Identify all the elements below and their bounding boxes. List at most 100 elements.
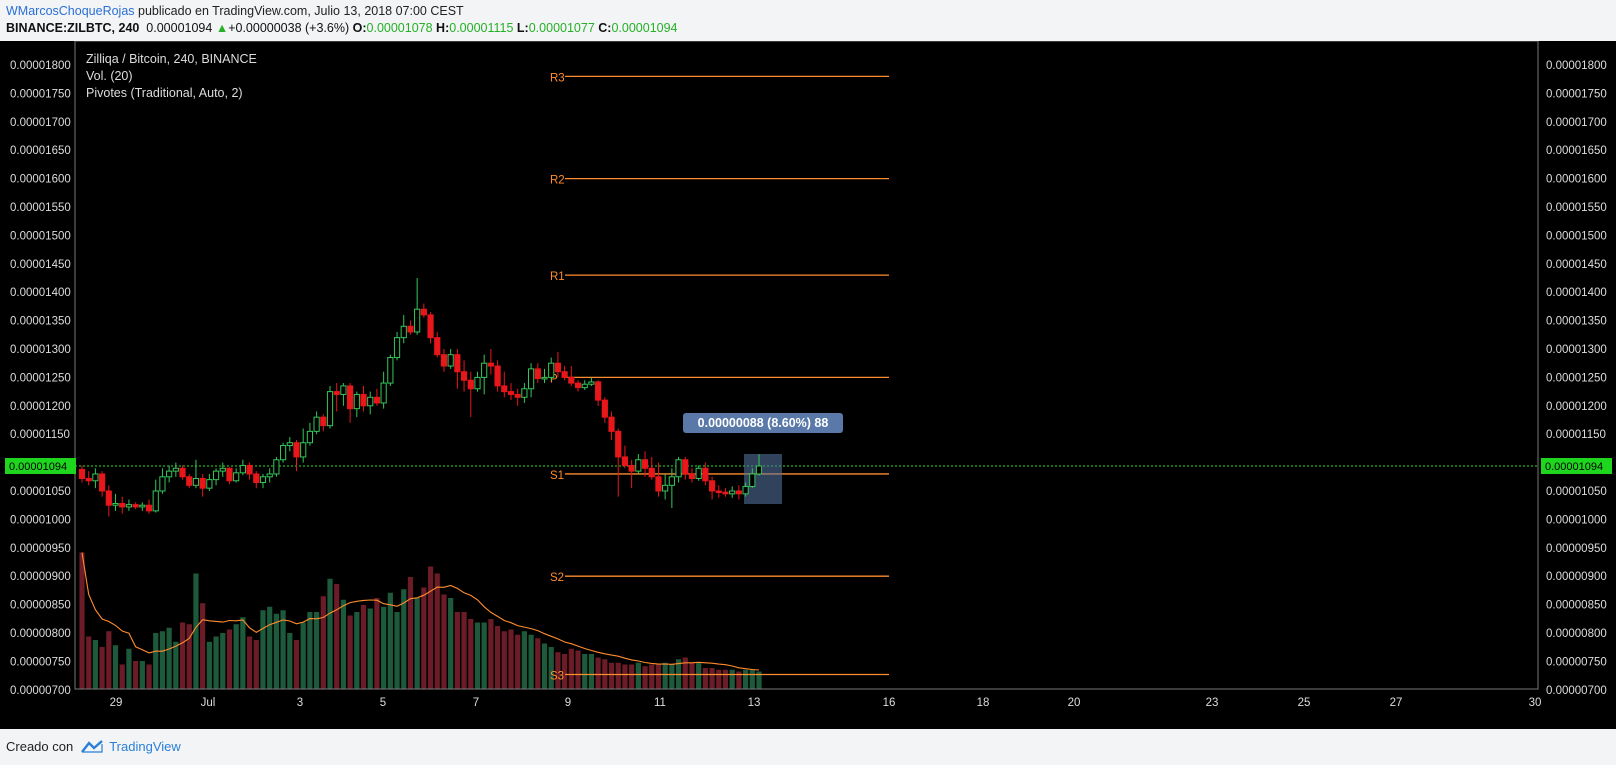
volume-bar — [582, 654, 588, 689]
tradingview-logo-icon — [81, 740, 104, 753]
candle-body — [749, 473, 756, 487]
volume-bar — [340, 599, 347, 689]
pivot-label-s2: S2 — [550, 572, 564, 584]
volume-bar — [86, 636, 92, 689]
volume-bar — [588, 654, 595, 689]
x-tick: 27 — [1390, 697, 1403, 709]
volume-bar — [213, 636, 219, 689]
volume-bar — [635, 662, 641, 689]
pivot-label-r2: R2 — [550, 175, 565, 187]
y-tick-right: 0.00001600 — [1546, 174, 1607, 186]
y-tick-left: 0.00000800 — [10, 628, 71, 640]
y-tick-left: 0.00001150 — [10, 429, 70, 441]
candle-body — [635, 459, 642, 472]
volume-bar — [615, 662, 621, 689]
volume-bar — [649, 664, 655, 689]
volume-bar — [240, 617, 246, 689]
tradingview-link[interactable]: TradingView — [109, 739, 181, 754]
y-tick-left: 0.00001750 — [10, 88, 71, 100]
x-tick: 18 — [977, 697, 990, 709]
candle-body — [742, 485, 749, 495]
volume-bar — [528, 634, 534, 689]
volume-bar — [112, 645, 119, 689]
y-tick-left: 0.00001700 — [10, 117, 71, 129]
close-value: 0.00001094 — [611, 21, 678, 35]
change-arrow-icon: ▲ — [215, 21, 229, 35]
volume-bar — [159, 631, 166, 689]
candle-body — [99, 473, 106, 492]
volume-bar — [307, 612, 313, 689]
x-tick: 29 — [110, 697, 123, 709]
volume-bar — [106, 631, 112, 689]
volume-bar — [662, 662, 668, 689]
y-tick-left: 0.00001600 — [10, 174, 71, 186]
y-tick-right: 0.00001200 — [1546, 401, 1607, 413]
volume-bar — [568, 648, 574, 689]
y-tick-right: 0.00000900 — [1546, 571, 1607, 583]
volume-bar — [716, 669, 722, 689]
x-tick: 16 — [883, 697, 896, 709]
candle-body — [521, 388, 528, 398]
volume-bar — [749, 669, 755, 689]
volume-bar — [273, 613, 279, 689]
symbol-name: BINANCE:ZILBTC, 240 — [6, 21, 140, 35]
candle-body — [340, 385, 347, 395]
candle-body — [326, 391, 334, 427]
pivot-label-r1: R1 — [550, 271, 565, 283]
pivot-label-r3: R3 — [550, 72, 565, 84]
candle-body — [119, 502, 126, 508]
candle-body — [561, 371, 568, 378]
author-link[interactable]: WMarcosChoqueRojas — [6, 4, 135, 18]
x-tick: 5 — [380, 697, 386, 709]
pivot-label-s1: S1 — [550, 470, 564, 482]
candle-body — [460, 371, 468, 381]
volume-bar — [702, 668, 708, 689]
volume-bar — [448, 598, 454, 689]
open-value: 0.00001078 — [366, 21, 433, 35]
volume-bar — [461, 612, 467, 689]
price-chart[interactable]: R3 R2 R1 P S1 S2 S3 0.00000088 (8.60%) 88 0.00… — [0, 41, 1616, 729]
high-label: H: — [436, 21, 450, 35]
candle-body — [574, 382, 582, 389]
volume-bar — [253, 640, 259, 689]
volume-bar — [367, 608, 373, 689]
candle-body — [320, 416, 327, 427]
candle-body — [568, 376, 575, 384]
volume-bar — [246, 636, 253, 689]
y-tick-left: 0.00001400 — [10, 287, 71, 299]
footer: Creado con TradingView — [6, 739, 181, 754]
volume-bar — [360, 605, 367, 689]
candle-body — [702, 467, 709, 482]
candle-body — [494, 365, 501, 387]
volume-bar — [193, 573, 199, 689]
x-tick: 9 — [565, 697, 571, 709]
candle-body — [367, 396, 374, 407]
candle-body — [306, 430, 314, 444]
candle-body — [501, 385, 508, 393]
x-tick: 30 — [1529, 697, 1542, 709]
candle-body — [212, 470, 220, 481]
candle-body — [152, 490, 159, 512]
candle-body — [514, 393, 521, 398]
candle-body — [481, 362, 488, 378]
candle-body — [192, 478, 200, 486]
candle-body — [527, 368, 535, 390]
volume-bar — [186, 624, 192, 689]
candle-body — [226, 467, 233, 482]
volume-bar — [314, 612, 320, 689]
candle-body — [688, 473, 696, 480]
y-tick-left: 0.00001200 — [10, 401, 71, 413]
y-tick-right: 0.00001000 — [1546, 514, 1607, 526]
candle-body — [266, 473, 273, 478]
volume-bar — [468, 619, 474, 689]
candle-body — [186, 476, 193, 486]
y-tick-left: 0.00000950 — [10, 543, 71, 555]
volume-bar — [669, 664, 675, 689]
y-tick-left: 0.00000750 — [10, 656, 71, 668]
candle-body — [601, 399, 608, 418]
volume-bar — [454, 612, 460, 689]
volume-bar — [736, 671, 742, 689]
candle-body — [641, 459, 649, 469]
volume-bar — [133, 661, 139, 689]
volume-ma-line — [81, 552, 760, 671]
